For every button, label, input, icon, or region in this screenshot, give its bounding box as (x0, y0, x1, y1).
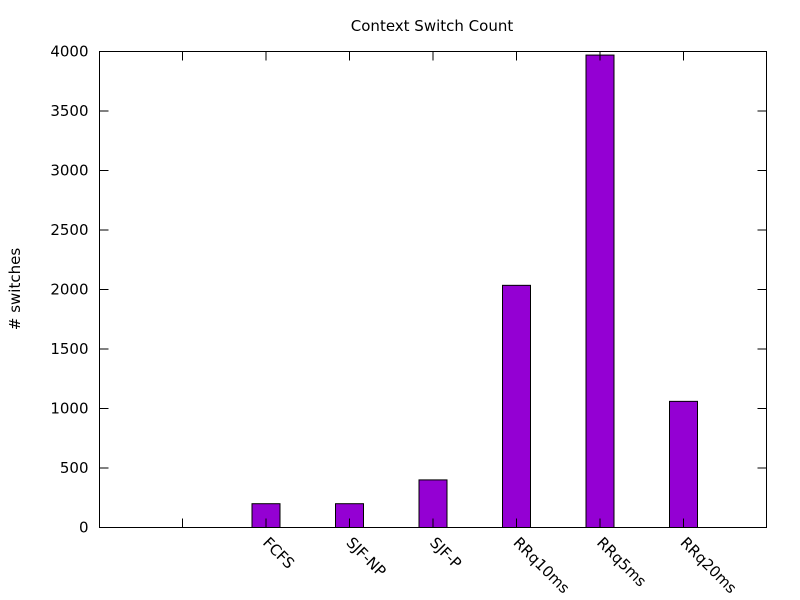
x-tick-label: FCFS (259, 534, 298, 573)
bar-rrq5ms (585, 54, 615, 528)
x-tick-label: RRq10ms (510, 534, 574, 598)
plot-frame (99, 51, 767, 528)
y-tick-label: 500 (60, 459, 89, 477)
y-tick-label: 1500 (50, 340, 88, 358)
y-tick-label: 2000 (50, 281, 88, 299)
y-tick-label: 1000 (50, 400, 88, 418)
bar-rrq10ms (502, 284, 531, 528)
y-tick-label: 4000 (50, 43, 88, 61)
x-tick-label: RRq5ms (593, 534, 650, 591)
ticks-group: 0 500 1000 1500 2000 2500 3000 3500 4000 FCFS SJF-… (50, 43, 767, 598)
bars-group (251, 54, 698, 529)
y-tick-label: 3000 (50, 162, 88, 180)
x-tick-label: SJF-NP (343, 534, 390, 581)
y-tick-label: 0 (79, 519, 89, 537)
x-tick-label: SJF-P (426, 534, 465, 573)
y-tick-label: 2500 (50, 221, 88, 239)
bar-rrq20ms (669, 400, 698, 528)
y-axis-label: # switches (6, 248, 24, 330)
y-tick-label: 3500 (50, 102, 88, 120)
chart-title: Context Switch Count (351, 17, 514, 35)
x-tick-label: RRq20ms (677, 534, 741, 598)
